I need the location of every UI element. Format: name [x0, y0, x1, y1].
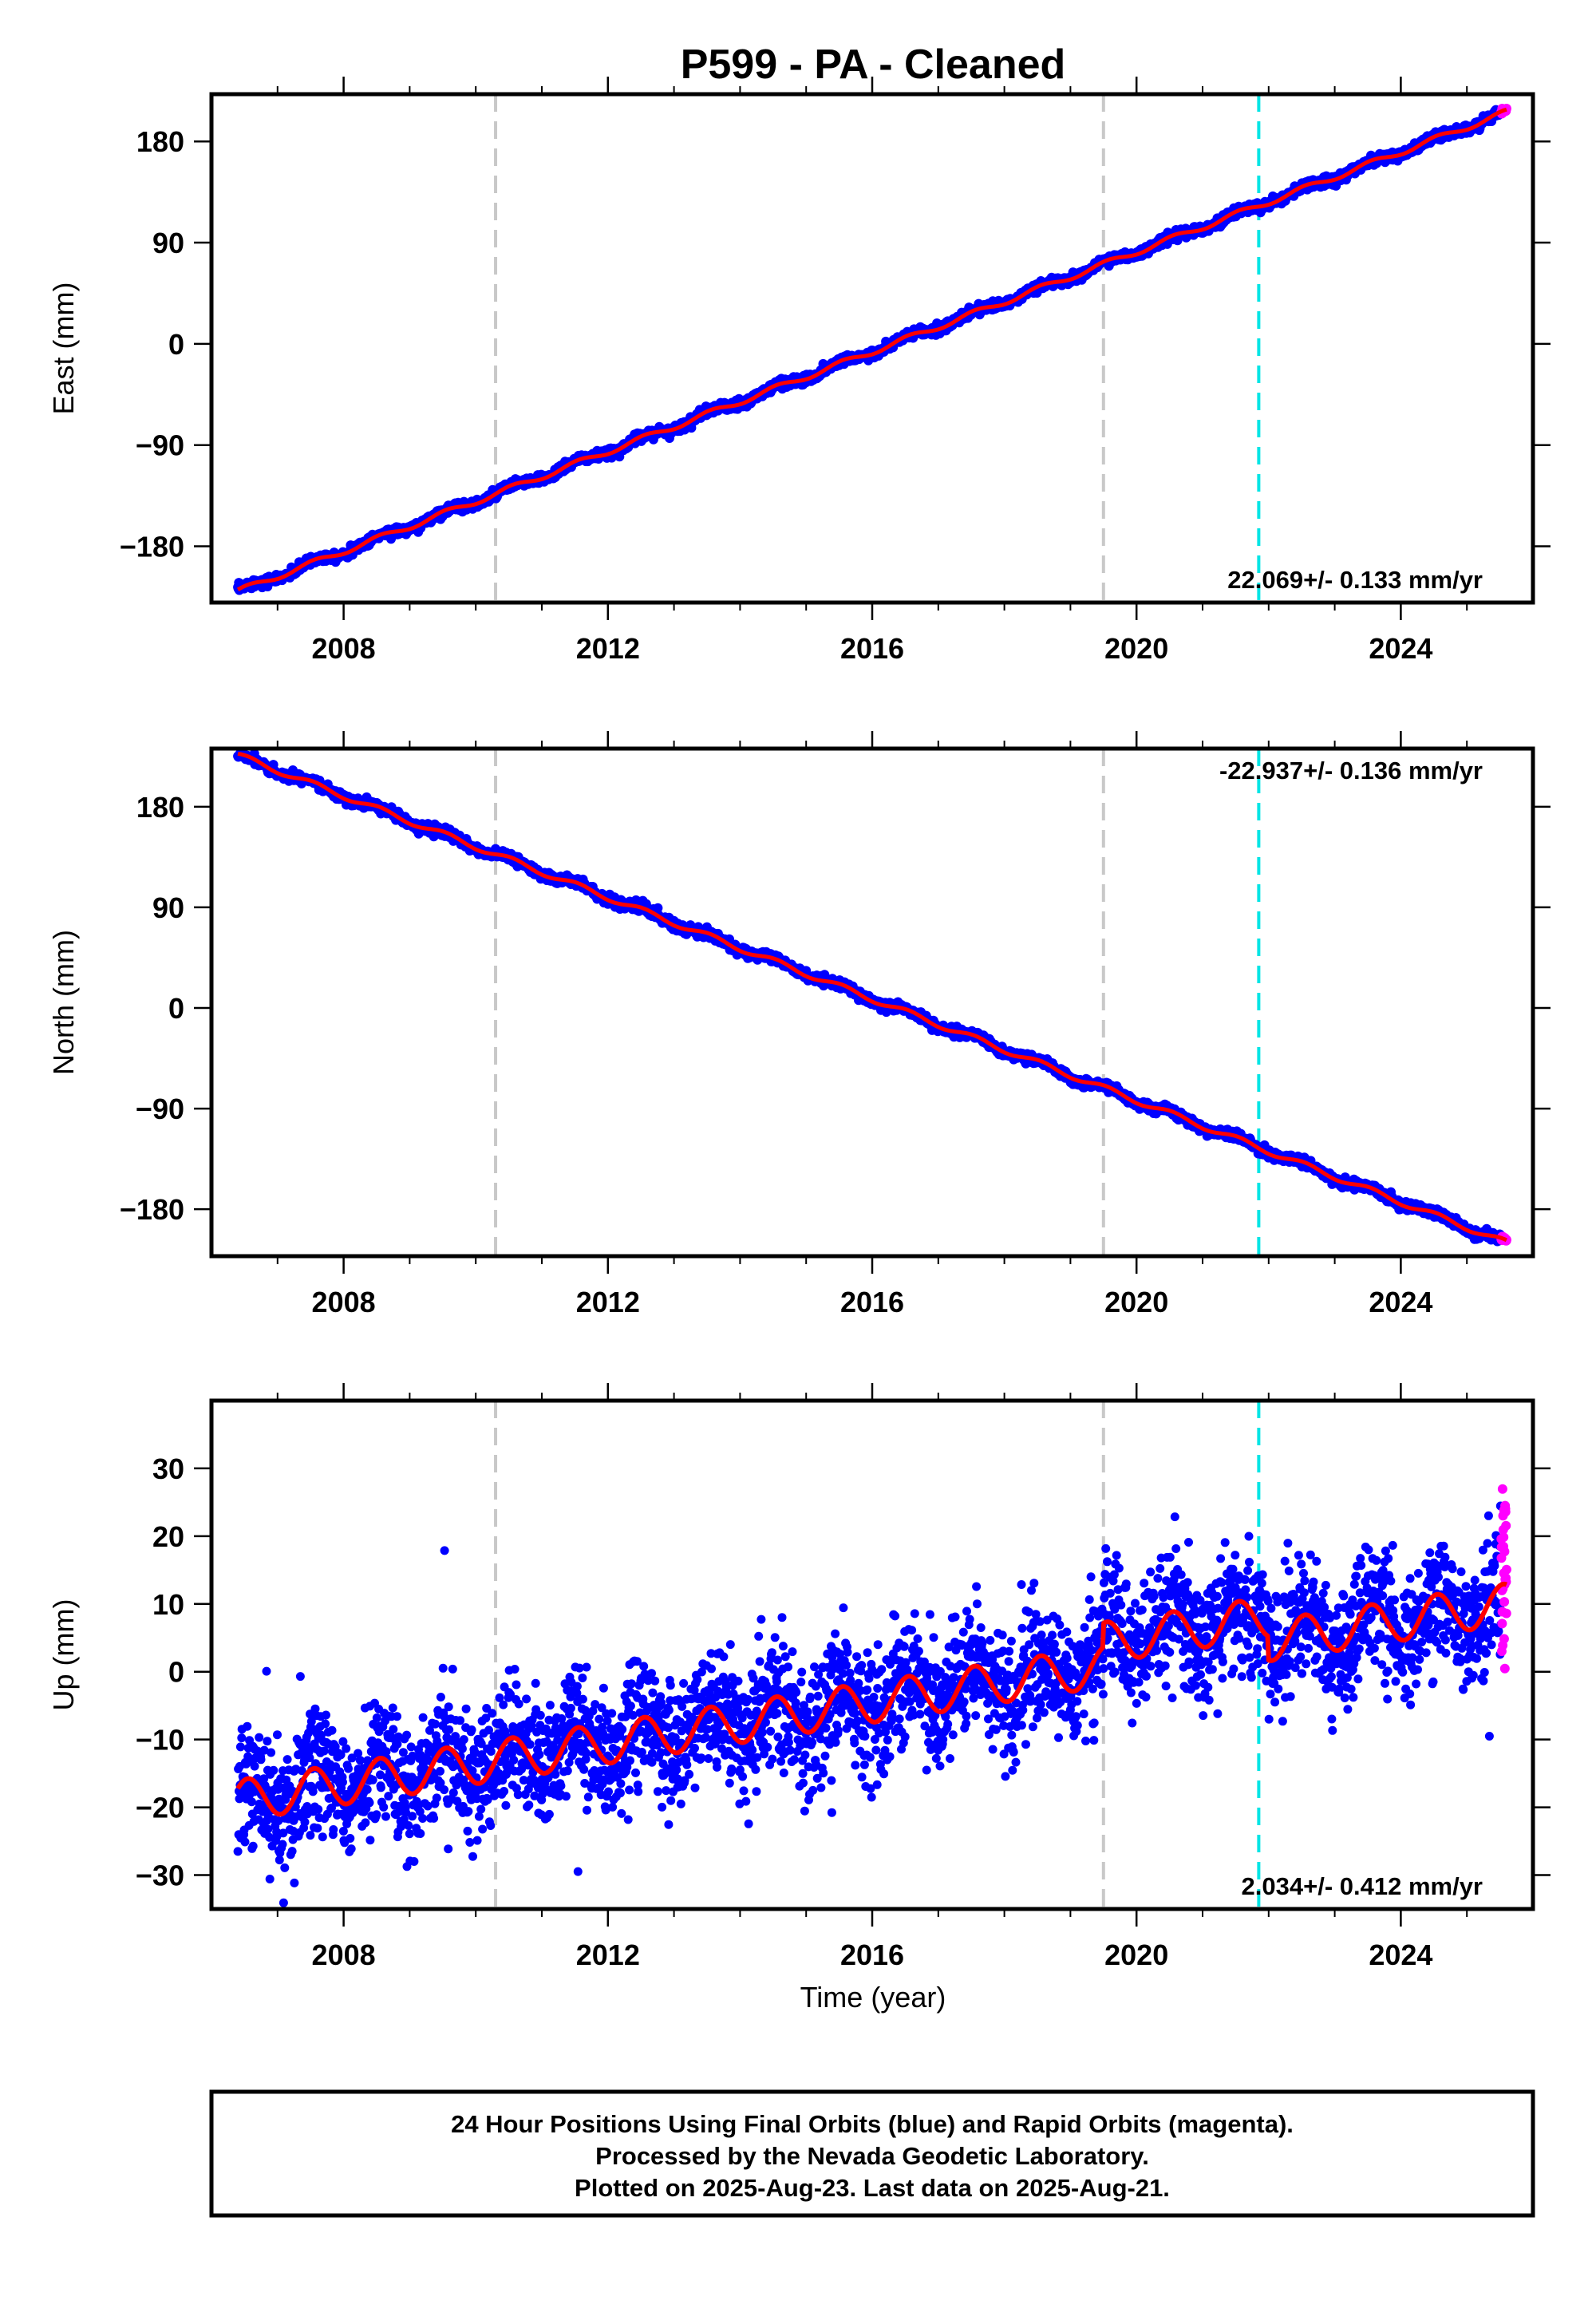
north-y-tick-label: 0: [168, 992, 184, 1025]
east-x-tick-label: 2016: [840, 632, 904, 665]
north-y-tick-label: −180: [120, 1193, 184, 1226]
north-x-tick-label: 2016: [840, 1286, 904, 1318]
east-y-tick-label: −180: [120, 531, 184, 563]
north-y-tick-label: 180: [136, 791, 184, 824]
north-x-tick-label: 2012: [576, 1286, 640, 1318]
east-y-tick-label: 180: [136, 125, 184, 158]
north-x-tick-label: 2024: [1369, 1286, 1432, 1318]
east-x-tick-label: 2020: [1104, 632, 1168, 665]
east-x-tick-label: 2012: [576, 632, 640, 665]
north-y-tick-label: −90: [136, 1093, 184, 1125]
east-x-tick-label: 2008: [312, 632, 376, 665]
north-y-axis-label: North (mm): [47, 930, 80, 1075]
north-x-tick-label: 2008: [312, 1286, 376, 1318]
north-y-tick-label: 90: [152, 891, 184, 924]
east-panel: 2008 2012 2016 2020 2024 −180 −90 0 90 180 East (m…: [47, 77, 1551, 665]
north-x-tick-label: 2020: [1104, 1286, 1168, 1318]
east-y-axis-label: East (mm): [47, 283, 80, 415]
east-y-tick-label: 0: [168, 328, 184, 361]
east-y-tick-label: 90: [152, 227, 184, 259]
east-y-tick-label: −90: [136, 429, 184, 462]
east-x-tick-label: 2024: [1369, 632, 1432, 665]
east-velocity-label: 22.069+/- 0.133 mm/yr: [1227, 566, 1483, 594]
